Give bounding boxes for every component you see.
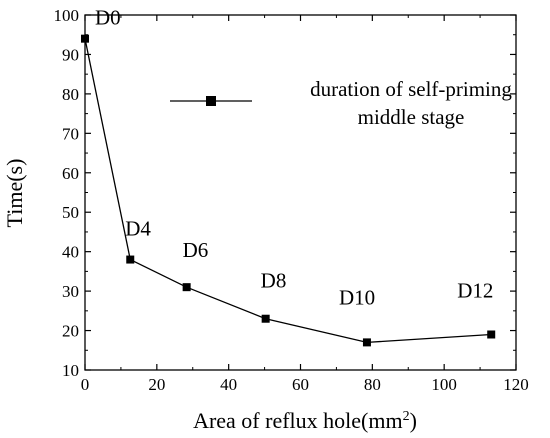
point-labels: D0 D4 D6 D8 D10 D12 xyxy=(95,6,493,310)
legend-label: duration of self-priming xyxy=(310,77,512,101)
point-label: D10 xyxy=(339,285,375,309)
legend-marker xyxy=(206,96,216,106)
point-label: D4 xyxy=(125,217,151,241)
point-label: D6 xyxy=(183,238,209,262)
data-point-marker xyxy=(261,314,270,323)
data-point-marker xyxy=(81,34,89,43)
x-axis-title-superscript: 2 xyxy=(403,409,410,424)
y-tick-label: 80 xyxy=(62,85,79,104)
point-label: D0 xyxy=(95,6,121,30)
x-tick-label: 60 xyxy=(292,375,309,394)
y-tick-label: 70 xyxy=(62,124,79,143)
point-label: D8 xyxy=(261,269,287,293)
y-tick-label: 10 xyxy=(62,361,79,380)
x-tick-label: 40 xyxy=(220,375,237,394)
y-tick-label: 20 xyxy=(62,322,79,341)
x-axis-title-main: Area of reflux hole(mm xyxy=(193,408,403,433)
y-tick-label: 100 xyxy=(54,6,80,25)
legend-label: middle stage xyxy=(358,105,465,129)
y-tick-label: 40 xyxy=(62,243,79,262)
plot-frame xyxy=(84,14,517,371)
x-tick-label: 100 xyxy=(431,375,457,394)
x-axis-title-suffix: ) xyxy=(410,408,417,433)
x-tick-label: 80 xyxy=(364,375,381,394)
x-tick-label: 120 xyxy=(503,375,529,394)
x-tick-label: 20 xyxy=(148,375,165,394)
y-tick-label: 50 xyxy=(62,203,79,222)
data-point-marker xyxy=(487,330,496,339)
y-tick-label: 90 xyxy=(62,45,79,64)
data-point-marker xyxy=(362,338,371,347)
data-point-marker xyxy=(182,283,191,292)
series-line xyxy=(84,38,492,344)
y-axis-title: Time(s) xyxy=(2,159,27,228)
legend: duration of self-priming middle stage xyxy=(170,77,512,129)
y-tick-label: 30 xyxy=(62,282,79,301)
data-series xyxy=(81,34,496,347)
y-tick-label: 60 xyxy=(62,164,79,183)
point-label: D12 xyxy=(457,279,493,303)
ticks: 0 20 40 60 80 100 120 10 20 30 40 50 60 70 80 90 100 xyxy=(54,6,529,394)
axes xyxy=(84,14,517,371)
x-tick-label: 0 xyxy=(81,375,90,394)
data-point-marker xyxy=(126,255,135,264)
x-axis-title: Area of reflux hole(mm2) xyxy=(193,408,417,433)
